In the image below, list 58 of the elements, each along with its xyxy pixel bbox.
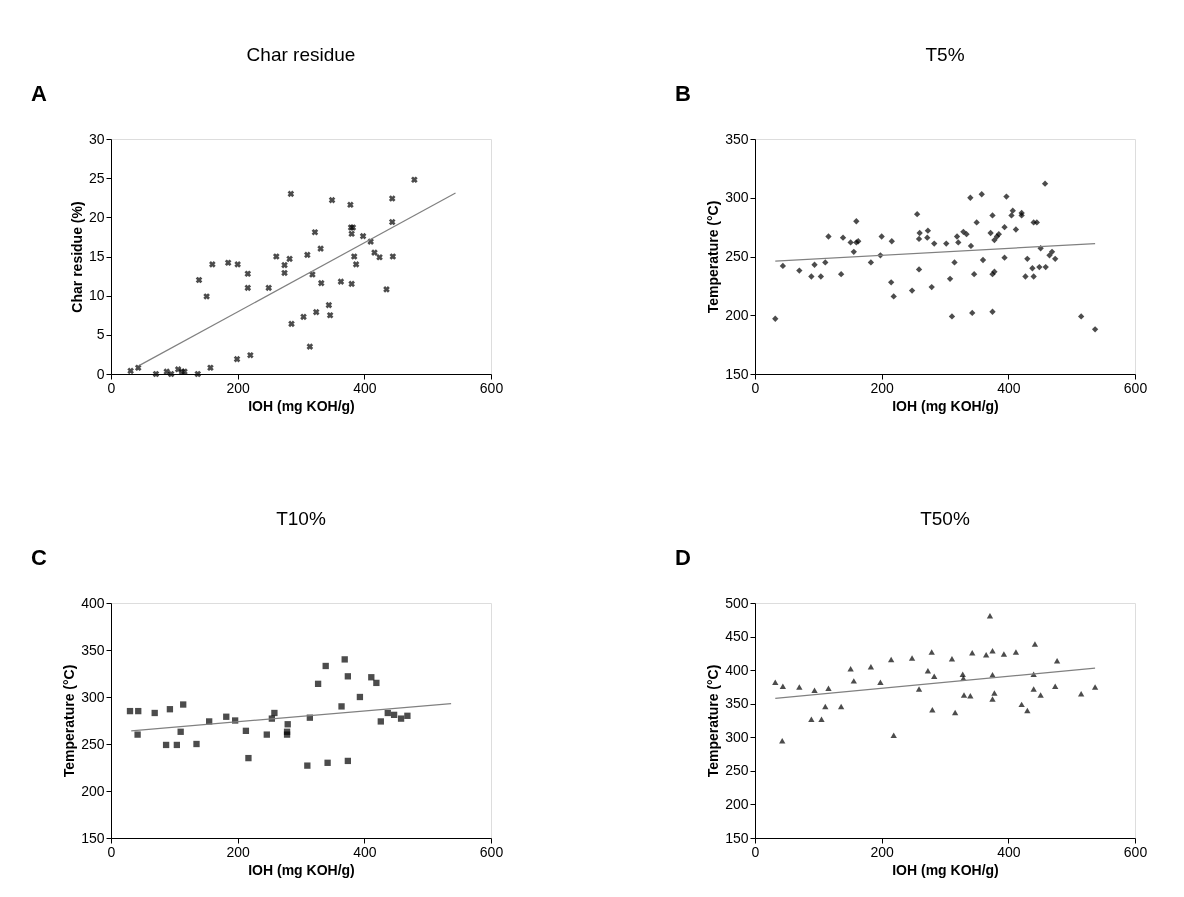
chart-title: T50% <box>920 508 970 529</box>
y-tick-label: 200 <box>81 782 105 799</box>
text: D <box>675 545 691 570</box>
y-tick-label: 10 <box>88 287 105 304</box>
y-axis-title: Temperature (°C) <box>705 664 722 778</box>
x-tick-label: 400 <box>997 843 1021 860</box>
x-tick-label: 200 <box>870 379 895 396</box>
y-axis-title: Temperature (°C) <box>705 200 722 314</box>
chart-title: T5% <box>925 44 965 65</box>
y-axis-title: Temperature (°C) <box>61 664 78 778</box>
chart-title: Char residue <box>246 44 356 65</box>
x-tick-label: 600 <box>479 843 504 860</box>
x-tick-label: 600 <box>1123 379 1148 396</box>
y-tick-label: 150 <box>725 365 749 382</box>
x-tick-label: 0 <box>107 379 116 396</box>
x-tick-label: 200 <box>226 379 251 396</box>
y-tick-label: 350 <box>725 695 749 712</box>
text: A <box>31 81 47 106</box>
x-tick-label: 200 <box>870 843 895 860</box>
y-tick-label: 250 <box>81 735 105 752</box>
x-tick-label: 400 <box>353 379 377 396</box>
y-tick-label: 300 <box>81 688 105 705</box>
y-tick-label: 200 <box>725 795 749 812</box>
y-tick-label: 500 <box>725 594 749 611</box>
x-tick-label: 0 <box>751 379 760 396</box>
x-tick-label: 400 <box>353 843 377 860</box>
y-tick-label: 250 <box>725 248 749 264</box>
x-axis-title: IOH (mg KOH/g) <box>248 397 355 414</box>
x-axis-title: IOH (mg KOH/g) <box>248 861 355 878</box>
y-tick-label: 150 <box>725 829 749 846</box>
y-tick-label: 150 <box>81 829 105 846</box>
y-tick-label: 350 <box>81 641 105 658</box>
y-tick-label: 0 <box>96 365 105 382</box>
y-tick-label: 400 <box>81 594 105 611</box>
y-tick-label: 25 <box>88 169 105 186</box>
text: B <box>675 81 691 106</box>
y-tick-label: 450 <box>725 628 749 645</box>
y-tick-label: 400 <box>725 661 749 678</box>
y-tick-label: 250 <box>725 762 749 779</box>
x-axis-title: IOH (mg KOH/g) <box>892 397 999 414</box>
y-tick-label: 300 <box>725 728 749 745</box>
y-tick-label: 300 <box>725 189 749 206</box>
y-tick-label: 200 <box>725 306 749 323</box>
text: C <box>31 545 47 570</box>
chart-title: T10% <box>276 508 326 529</box>
y-axis-title: Char residue (%) <box>68 201 85 313</box>
x-tick-label: 0 <box>751 843 760 860</box>
y-tick-label: 30 <box>88 130 105 147</box>
x-axis-title: IOH (mg KOH/g) <box>892 861 999 878</box>
x-tick-label: 200 <box>226 843 251 860</box>
x-tick-label: 0 <box>107 843 116 860</box>
y-tick-label: 350 <box>725 130 749 147</box>
x-tick-label: 600 <box>1123 843 1148 860</box>
x-tick-label: 600 <box>479 379 504 396</box>
x-tick-label: 400 <box>997 379 1021 396</box>
y-tick-label: 15 <box>88 248 105 264</box>
y-tick-label: 20 <box>88 208 105 225</box>
y-tick-label: 5 <box>96 326 105 343</box>
